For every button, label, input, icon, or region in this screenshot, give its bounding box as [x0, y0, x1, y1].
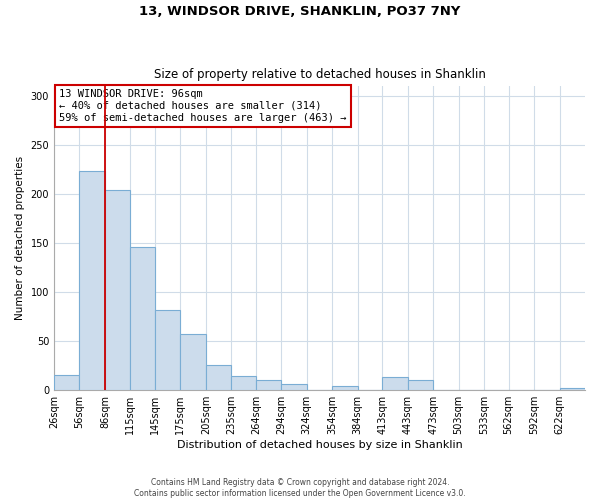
X-axis label: Distribution of detached houses by size in Shanklin: Distribution of detached houses by size …: [176, 440, 463, 450]
Bar: [79, 170, 105, 390]
Bar: [232, 376, 256, 390]
Bar: [206, 364, 232, 390]
Y-axis label: Number of detached properties: Number of detached properties: [15, 156, 25, 320]
Bar: [155, 310, 181, 390]
Text: 13 WINDSOR DRIVE: 96sqm
← 40% of detached houses are smaller (314)
59% of semi-d: 13 WINDSOR DRIVE: 96sqm ← 40% of detache…: [59, 90, 347, 122]
Bar: [382, 378, 408, 390]
Text: Contains HM Land Registry data © Crown copyright and database right 2024.
Contai: Contains HM Land Registry data © Crown c…: [134, 478, 466, 498]
Bar: [560, 388, 585, 390]
Bar: [408, 380, 433, 390]
Title: Size of property relative to detached houses in Shanklin: Size of property relative to detached ho…: [154, 68, 485, 81]
Bar: [105, 190, 130, 390]
Bar: [256, 380, 281, 390]
Bar: [54, 374, 79, 390]
Bar: [281, 384, 307, 390]
Bar: [181, 334, 206, 390]
Text: 13, WINDSOR DRIVE, SHANKLIN, PO37 7NY: 13, WINDSOR DRIVE, SHANKLIN, PO37 7NY: [139, 5, 461, 18]
Bar: [332, 386, 358, 390]
Bar: [130, 247, 155, 390]
